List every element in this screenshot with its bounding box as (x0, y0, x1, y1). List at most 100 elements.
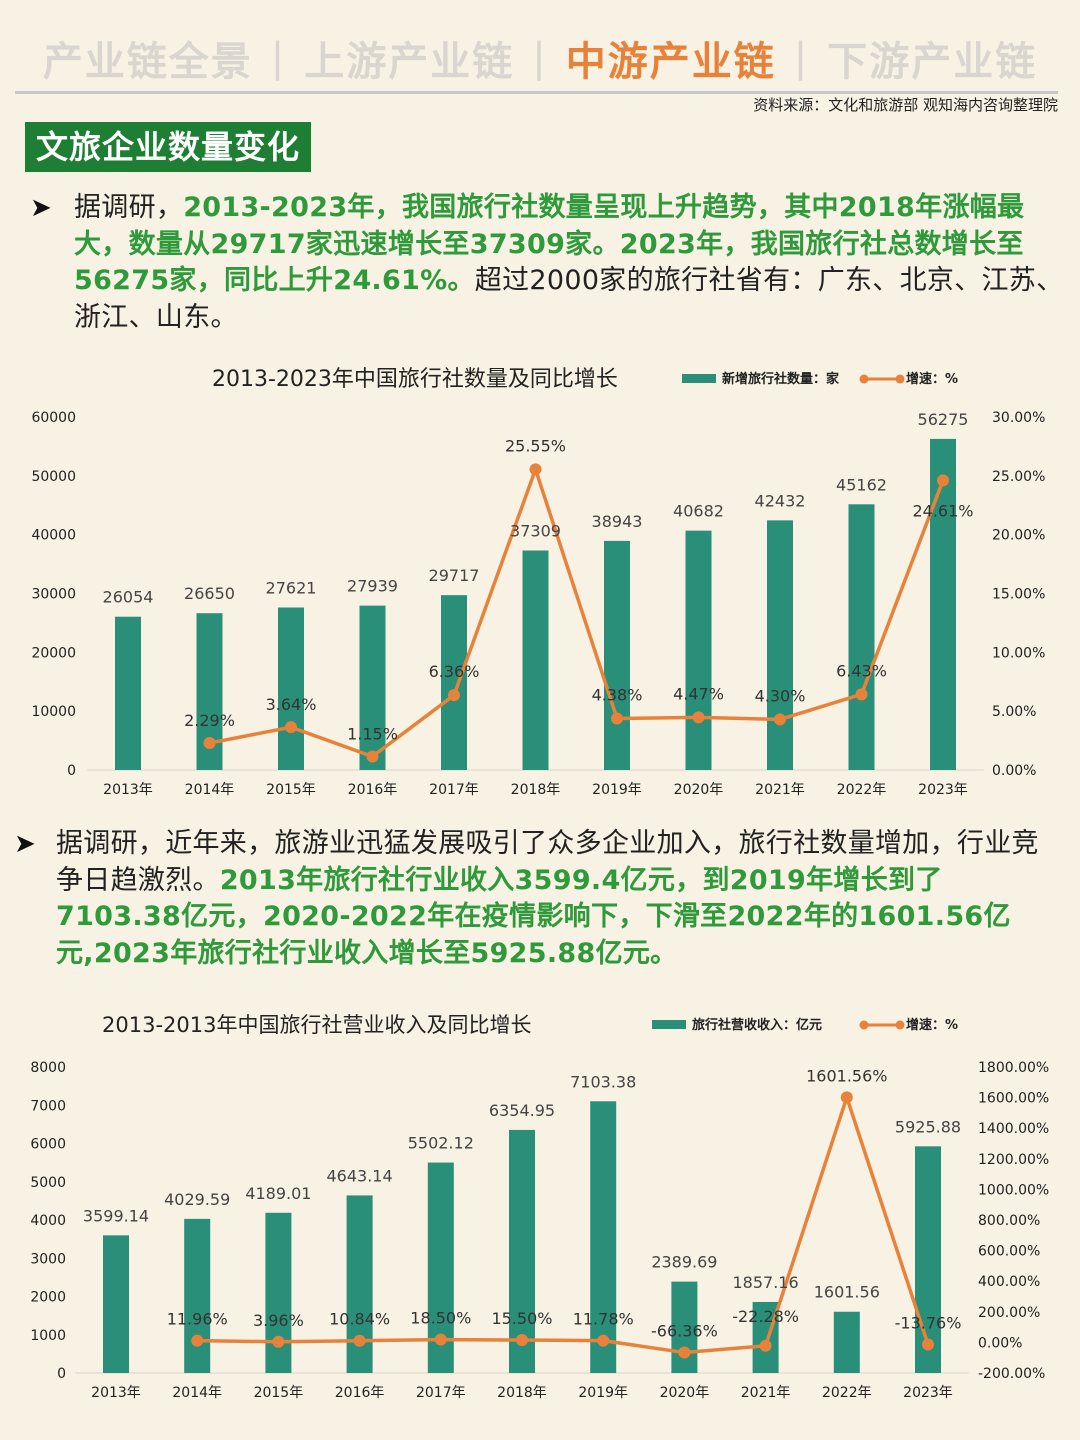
tab-panorama[interactable]: 产业链全景 (42, 39, 253, 85)
growth-rate-label: 4.38% (592, 685, 643, 704)
y2-axis-tick-label: 800.00% (978, 1213, 1040, 1229)
y-axis-tick-label: 1000 (30, 1328, 66, 1344)
growth-rate-point (840, 1091, 853, 1104)
x-axis-tick-label: 2022年 (822, 1385, 872, 1401)
x-axis-tick-label: 2014年 (172, 1385, 222, 1401)
paragraph-intro: 据调研， (74, 192, 184, 223)
bar (848, 504, 875, 770)
growth-rate-point (434, 1333, 447, 1346)
paragraph-rest: 超过2000家的旅行社省有：广东、北京、江苏、浙江、山东。 (74, 265, 1064, 333)
bar (509, 1129, 535, 1373)
bar (590, 1101, 617, 1373)
y-axis-tick-label: 7000 (30, 1098, 66, 1114)
growth-rate-line (197, 1095, 930, 1355)
x-axis-tick-label: 2017年 (429, 782, 479, 798)
bar-value-label: 7103.38 (570, 1072, 636, 1091)
growth-rate-point (529, 463, 542, 476)
legend-bar-swatch (682, 374, 716, 383)
bar-value-label: 6354.95 (489, 1101, 555, 1120)
paragraph-travel-agency-revenue: ➤ 据调研，近年来，旅游业迅猛发展吸引了众多企业加入，旅行社数量增加，行业竞争日… (14, 826, 1056, 972)
y2-axis-tick-label: 10.00% (992, 645, 1045, 661)
y2-axis-tick-label: 5.00% (992, 704, 1036, 720)
growth-rate-point (272, 1335, 285, 1348)
bar-value-label: 38943 (592, 512, 643, 531)
bar-value-label: 1857.16 (733, 1273, 799, 1292)
bar-value-label: 26650 (184, 584, 235, 603)
growth-rate-label: 24.61% (912, 501, 973, 520)
bar (441, 595, 467, 770)
bar (685, 530, 712, 770)
legend-line-label: 增速：% (906, 1017, 958, 1033)
nav-separator: | (532, 35, 548, 81)
growth-rate-label: -13.76% (895, 1314, 962, 1333)
bar (265, 1212, 292, 1373)
y2-axis-tick-label: 20.00% (992, 528, 1045, 544)
paragraph-highlight: 2013-2023年，我国旅行社数量呈现上升趋势，其中2018年涨幅最大，数量从… (74, 192, 1025, 296)
bar-value-label: 29717 (429, 566, 480, 585)
growth-rate-label: 1.15% (347, 724, 398, 743)
x-axis-tick-label: 2017年 (416, 1385, 466, 1401)
x-axis-tick-label: 2022年 (837, 782, 887, 798)
growth-rate-label: 3.64% (266, 695, 317, 714)
growth-rate-label: -22.28% (732, 1307, 799, 1326)
travel-agency-count-chart: 2013-2023年中国旅行社数量及同比增长 新增旅行社数量：家 增速：% 0 1000… (31, 367, 1045, 798)
x-axis-tick-label: 2016年 (335, 1385, 385, 1401)
bar (184, 1218, 211, 1373)
growth-rate-point (922, 1338, 934, 1351)
y-axis-tick-label: 4000 (30, 1213, 66, 1229)
tab-downstream[interactable]: 下游产业链 (827, 39, 1038, 85)
industry-chain-nav: 产业链全景 | 上游产业链 | 中游产业链 | 下游产业链 (0, 30, 1080, 86)
growth-rate-point (759, 1339, 772, 1352)
y2-axis-tick-label: 1800.00% (978, 1060, 1049, 1076)
bar-value-label: 56275 (918, 410, 969, 429)
tab-upstream[interactable]: 上游产业链 (304, 39, 515, 85)
y-axis-tick-label: 40000 (31, 528, 76, 544)
growth-rate-point (203, 737, 216, 750)
legend-line-marker (895, 374, 905, 384)
y2-axis-tick-label: 400.00% (978, 1274, 1040, 1290)
growth-rate-line (209, 467, 945, 759)
x-axis-tick-label: 2021年 (741, 1385, 791, 1401)
growth-rate-point (353, 1334, 366, 1347)
y-axis-tick-label: 8000 (30, 1060, 66, 1076)
bar-value-label: 27939 (347, 577, 398, 596)
tab-midstream[interactable]: 中游产业链 (565, 39, 776, 85)
x-axis-tick-label: 2020年 (674, 782, 724, 798)
bar-value-label: 27621 (266, 578, 317, 597)
x-axis-tick-label: 2023年 (903, 1385, 953, 1401)
y2-axis-tick-label: 25.00% (992, 469, 1045, 485)
growth-rate-point (516, 1334, 528, 1347)
legend-bar-swatch (652, 1020, 686, 1029)
x-axis-tick-label: 2014年 (185, 782, 235, 798)
bar-value-label: 40682 (673, 502, 724, 521)
bar-value-label: 42432 (755, 491, 806, 510)
x-axis-tick-label: 2021年 (755, 782, 805, 798)
growth-rate-label: 4.30% (755, 686, 806, 705)
legend-bar-label: 旅行社营收收入：亿元 (692, 1017, 822, 1033)
bullet-arrow-icon: ➤ (14, 829, 37, 859)
bar-value-label: 1601.56 (814, 1283, 880, 1302)
bar-value-label: 3599.14 (83, 1206, 149, 1225)
growth-rate-point (855, 688, 868, 701)
bar (103, 1235, 129, 1373)
x-axis-tick-label: 2020年 (660, 1385, 710, 1401)
bar (915, 1146, 941, 1373)
growth-rate-label: 15.50% (491, 1309, 552, 1328)
bullet-arrow-icon: ➤ (30, 193, 53, 223)
bar (115, 616, 141, 770)
y-axis-tick-label: 5000 (30, 1175, 66, 1191)
growth-rate-label: 25.55% (505, 436, 566, 455)
x-axis-tick-label: 2018年 (497, 1385, 547, 1401)
y-axis-tick-label: 50000 (31, 469, 76, 485)
x-axis-tick-label: 2023年 (918, 782, 968, 798)
section-title: 文旅企业数量变化 (25, 122, 311, 172)
chart-title: 2013-2023年中国旅行社数量及同比增长 (212, 367, 618, 392)
growth-rate-point (678, 1346, 691, 1359)
nav-separator: | (793, 35, 810, 81)
bar-value-label: 4189.01 (245, 1184, 311, 1203)
x-axis-tick-label: 2013年 (91, 1385, 141, 1401)
x-axis-tick-label: 2019年 (592, 782, 642, 798)
bar-value-label: 45162 (836, 475, 887, 494)
y-axis-tick-label: 2000 (30, 1290, 66, 1306)
paragraph-travel-agency-count: ➤ 据调研，2013-2023年，我国旅行社数量呈现上升趋势，其中2018年涨幅… (30, 190, 1064, 336)
